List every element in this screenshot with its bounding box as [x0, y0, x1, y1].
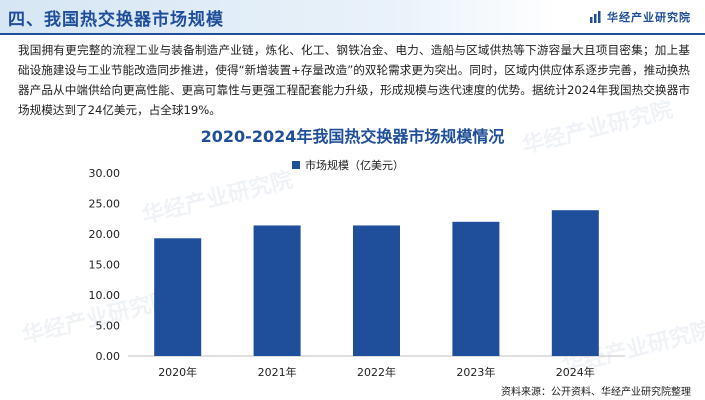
- legend-swatch: [292, 161, 300, 169]
- y-tick-label: 15.00: [89, 259, 121, 272]
- bar: [551, 210, 599, 356]
- header-divider: [0, 33, 705, 35]
- y-tick-label: 0.00: [96, 350, 121, 363]
- header: 四、我国热交换器市场规模 华经产业研究院: [0, 0, 705, 35]
- bar-chart-logo-icon: [590, 10, 601, 23]
- bar: [154, 238, 202, 356]
- y-tick-label: 30.00: [89, 167, 121, 180]
- y-tick-label: 25.00: [89, 198, 121, 211]
- x-tick-label: 2023年: [456, 365, 495, 379]
- legend-label: 市场规模（亿美元）: [305, 159, 404, 172]
- brand-name: 华经产业研究院: [607, 11, 691, 24]
- chart-title: 2020-2024年我国热交换器市场规模情况: [200, 127, 505, 146]
- source-note: 资料来源：公开资料、华经产业研究院整理: [501, 387, 691, 398]
- x-tick-label: 2021年: [258, 365, 297, 379]
- bar: [353, 225, 400, 356]
- page-title: 四、我国热交换器市场规模: [8, 10, 224, 30]
- x-tick-label: 2022年: [357, 365, 396, 379]
- brand: 华经产业研究院: [589, 9, 691, 25]
- x-tick-label: 2024年: [556, 365, 595, 379]
- bar: [253, 225, 301, 356]
- x-tick-label: 2020年: [158, 365, 197, 379]
- y-tick-label: 20.00: [89, 228, 121, 241]
- y-tick-label: 5.00: [96, 320, 121, 333]
- bar: [452, 221, 500, 356]
- header-bar: [0, 0, 560, 34]
- y-tick-label: 10.00: [89, 289, 121, 302]
- intro-paragraph: 我国拥有更完整的流程工业与装备制造产业链，炼化、化工、钢铁冶金、电力、造船与区域…: [18, 43, 690, 117]
- chart-legend: 市场规模（亿美元）: [292, 157, 404, 173]
